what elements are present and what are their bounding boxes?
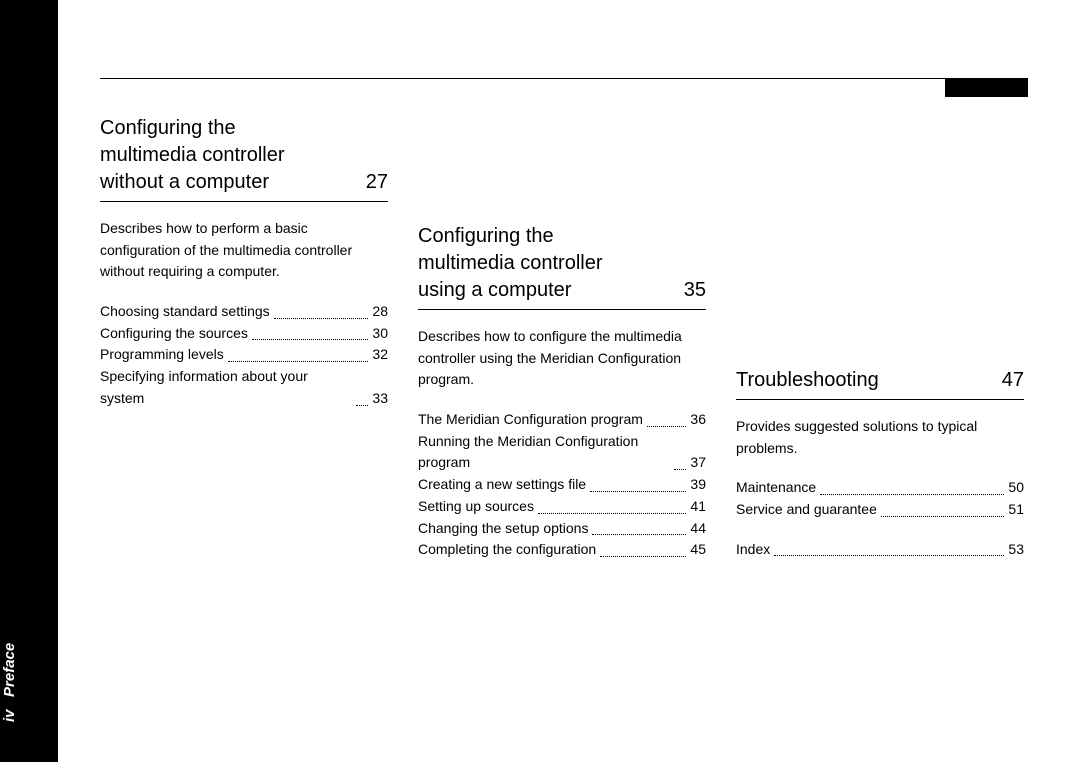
toc-list-3: Maintenance 50 Service and guarantee 51 In… <box>736 477 1024 560</box>
toc-leader-dots <box>592 534 686 535</box>
toc-leader-dots <box>590 491 686 492</box>
section-page: 27 <box>356 171 388 194</box>
section-title: Configuring themultimedia controllerwith… <box>100 115 285 196</box>
toc-entry: The Meridian Configuration program 36 <box>418 409 706 431</box>
toc-leader-dots <box>228 361 369 362</box>
toc-label: Completing the configuration <box>418 539 596 561</box>
toc-entry: Maintenance 50 <box>736 477 1024 499</box>
toc-entry: Changing the setup options 44 <box>418 518 706 540</box>
toc-leader-dots <box>538 513 686 514</box>
toc-page: 45 <box>690 539 706 561</box>
index-spacer <box>736 521 1024 539</box>
toc-leader-dots <box>674 469 686 470</box>
toc-page: 32 <box>372 344 388 366</box>
toc-label: Maintenance <box>736 477 816 499</box>
toc-page: 44 <box>690 518 706 540</box>
toc-leader-dots <box>647 426 687 427</box>
section-header-1: Configuring themultimedia controllerwith… <box>100 115 388 202</box>
section-page: 35 <box>674 279 706 302</box>
sidebar-black-strip: iv Preface <box>0 0 58 762</box>
toc-entry: Programming levels 32 <box>100 344 388 366</box>
section-title: Troubleshooting <box>736 367 879 394</box>
toc-entry: Creating a new settings file 39 <box>418 474 706 496</box>
toc-leader-dots <box>774 555 1004 556</box>
toc-page: 37 <box>690 452 706 474</box>
top-horizontal-rule <box>100 78 1028 79</box>
section-description: Describes how to configure the multimedi… <box>418 326 706 391</box>
column-top-spacer <box>418 115 706 223</box>
toc-leader-dots <box>820 494 1004 495</box>
toc-page: 30 <box>372 323 388 345</box>
toc-page: 41 <box>690 496 706 518</box>
toc-label: Running the Meridian Configuration progr… <box>418 431 670 474</box>
toc-label: The Meridian Configuration program <box>418 409 643 431</box>
section-description: Describes how to perform a basic configu… <box>100 218 388 283</box>
section-page: 47 <box>992 369 1024 392</box>
toc-page: 36 <box>690 409 706 431</box>
section-description: Provides suggested solutions to typical … <box>736 416 1024 459</box>
section-header-3: Troubleshooting 47 <box>736 367 1024 400</box>
toc-label: Setting up sources <box>418 496 534 518</box>
toc-entry-index: Index 53 <box>736 539 1024 561</box>
toc-label: Specifying information about your system <box>100 366 352 409</box>
toc-entry: Completing the configuration 45 <box>418 539 706 561</box>
toc-page: 50 <box>1008 477 1024 499</box>
column-top-spacer <box>736 115 1024 367</box>
toc-leader-dots <box>274 318 369 319</box>
sidebar-label: iv Preface <box>1 643 18 722</box>
toc-leader-dots <box>356 405 368 406</box>
toc-label: Creating a new settings file <box>418 474 586 496</box>
toc-label: Index <box>736 539 770 561</box>
toc-entry: Setting up sources 41 <box>418 496 706 518</box>
toc-entry: Choosing standard settings 28 <box>100 301 388 323</box>
toc-columns: Configuring themultimedia controllerwith… <box>100 115 1028 561</box>
toc-leader-dots <box>881 516 1005 517</box>
toc-column-3: Troubleshooting 47 Provides suggested so… <box>736 115 1024 561</box>
toc-entry: Running the Meridian Configuration progr… <box>418 431 706 474</box>
sidebar-section: Preface <box>1 643 18 697</box>
toc-column-2: Configuring themultimedia controllerusin… <box>418 115 706 561</box>
toc-label: Programming levels <box>100 344 224 366</box>
toc-page: 53 <box>1008 539 1024 561</box>
toc-page: 33 <box>372 388 388 410</box>
toc-label: Changing the setup options <box>418 518 588 540</box>
section-title: Configuring themultimedia controllerusin… <box>418 223 603 304</box>
toc-page: 51 <box>1008 499 1024 521</box>
toc-leader-dots <box>252 339 369 340</box>
toc-column-1: Configuring themultimedia controllerwith… <box>100 115 388 561</box>
section-header-2: Configuring themultimedia controllerusin… <box>418 223 706 310</box>
toc-entry: Service and guarantee 51 <box>736 499 1024 521</box>
toc-list-2: The Meridian Configuration program 36 Run… <box>418 409 706 561</box>
toc-entry: Specifying information about your system… <box>100 366 388 409</box>
toc-leader-dots <box>600 556 686 557</box>
toc-label: Service and guarantee <box>736 499 877 521</box>
sidebar-pagenum: iv <box>1 709 18 722</box>
page-content: Configuring themultimedia controllerwith… <box>100 78 1028 762</box>
toc-label: Configuring the sources <box>100 323 248 345</box>
toc-list-1: Choosing standard settings 28 Configuring… <box>100 301 388 409</box>
toc-label: Choosing standard settings <box>100 301 270 323</box>
toc-page: 28 <box>372 301 388 323</box>
toc-page: 39 <box>690 474 706 496</box>
toc-entry: Configuring the sources 30 <box>100 323 388 345</box>
